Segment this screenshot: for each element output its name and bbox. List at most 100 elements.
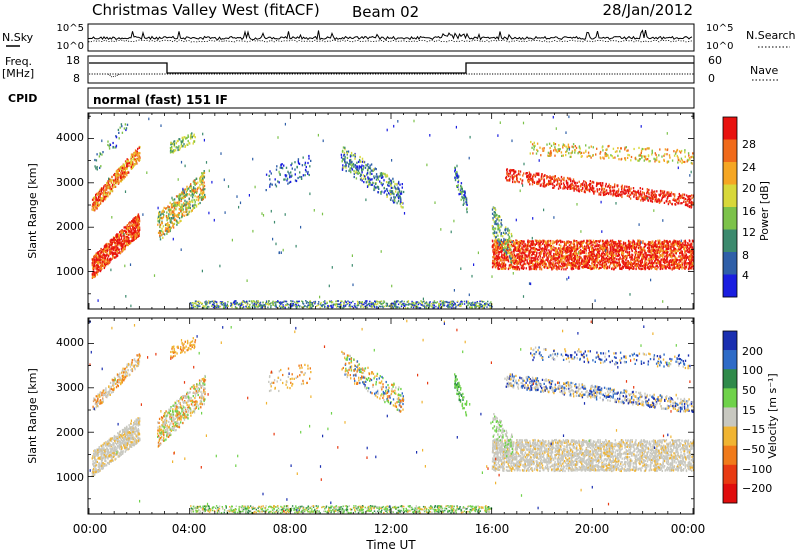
scatter-cell bbox=[689, 240, 691, 243]
scatter-cell bbox=[530, 267, 532, 270]
scatter-cell bbox=[456, 170, 458, 174]
scatter-cell bbox=[351, 160, 353, 163]
scatter-cell bbox=[517, 260, 520, 263]
scatter-cell bbox=[638, 245, 640, 248]
scatter-cell bbox=[466, 211, 468, 214]
scatter-cell bbox=[459, 190, 462, 193]
scatter-cell bbox=[111, 257, 113, 260]
scatter-cell bbox=[95, 193, 97, 196]
scatter-cell bbox=[557, 255, 560, 258]
scatter-cell bbox=[382, 175, 384, 178]
scatter-cell bbox=[646, 263, 648, 267]
scatter-cell bbox=[668, 247, 670, 251]
scatter-cell bbox=[369, 167, 372, 170]
scatter-cell bbox=[560, 262, 563, 265]
scatter-cell bbox=[112, 186, 114, 189]
scatter-cell bbox=[530, 250, 532, 253]
scatter-cell bbox=[123, 172, 125, 175]
scatter-cell bbox=[621, 267, 623, 270]
scatter-cell bbox=[394, 199, 396, 202]
scatter-cell bbox=[672, 241, 675, 244]
scatter-cell bbox=[626, 251, 629, 254]
scatter-cell bbox=[643, 245, 646, 249]
scatter-cell bbox=[585, 255, 587, 258]
scatter-cell bbox=[166, 227, 168, 230]
scatter-cell bbox=[377, 191, 379, 194]
scatter-cell bbox=[158, 213, 160, 216]
scatter-cell bbox=[587, 245, 590, 248]
scatter-cell bbox=[181, 196, 183, 199]
scatter-cell bbox=[373, 175, 375, 178]
scatter-cell bbox=[498, 262, 500, 265]
scatter-cell bbox=[684, 242, 686, 245]
scatter-cell bbox=[614, 248, 617, 251]
scatter-cell bbox=[574, 249, 576, 252]
scatter-cell bbox=[641, 267, 643, 270]
scatter-cell bbox=[666, 239, 668, 243]
scatter-cell bbox=[163, 206, 165, 209]
scatter-cell bbox=[555, 248, 557, 251]
scatter-cell bbox=[570, 241, 572, 244]
scatter-cell bbox=[171, 206, 173, 209]
scatter-cell bbox=[177, 215, 179, 218]
scatter-cell bbox=[201, 172, 203, 175]
scatter-cell bbox=[597, 261, 599, 264]
scatter-cell bbox=[196, 195, 198, 199]
scatter-cell bbox=[288, 172, 290, 175]
scatter-cell bbox=[185, 203, 188, 206]
scatter-cell bbox=[580, 256, 582, 259]
scatter-cell bbox=[345, 164, 347, 167]
scatter-cell bbox=[389, 179, 391, 182]
scatter-cell bbox=[365, 163, 367, 167]
scatter-cell bbox=[691, 246, 693, 249]
scatter-cell bbox=[173, 140, 175, 143]
scatter-cell bbox=[576, 256, 578, 259]
scatter-cell bbox=[305, 165, 307, 169]
scatter-cell bbox=[94, 196, 96, 199]
scatter-cell bbox=[537, 258, 539, 261]
scatter-cell bbox=[308, 173, 310, 177]
scatter-cell bbox=[619, 248, 621, 251]
scatter-cell bbox=[110, 248, 112, 251]
scatter-cell bbox=[580, 251, 582, 254]
scatter-cell bbox=[340, 156, 343, 159]
scatter-cell bbox=[527, 248, 529, 251]
scatter-cell bbox=[167, 208, 170, 211]
scatter-cell bbox=[130, 156, 132, 159]
scatter-cell bbox=[278, 181, 280, 184]
scatter-cell bbox=[459, 189, 462, 192]
scatter-cell bbox=[605, 252, 608, 255]
scatter-cell bbox=[629, 244, 631, 247]
scatter-cell bbox=[670, 243, 672, 246]
scatter-cell bbox=[195, 198, 197, 201]
scatter-cell bbox=[666, 247, 669, 250]
scatter-cell bbox=[188, 187, 190, 190]
scatter-cell bbox=[625, 254, 627, 258]
scatter-cell bbox=[572, 253, 575, 256]
scatter-cell bbox=[368, 180, 370, 184]
scatter-cell bbox=[355, 170, 357, 173]
scatter-cell bbox=[581, 244, 583, 247]
scatter-cell bbox=[125, 165, 128, 168]
scatter-cell bbox=[544, 265, 546, 268]
scatter-cell bbox=[636, 259, 638, 262]
scatter-cell bbox=[124, 246, 126, 249]
scatter-cell bbox=[102, 250, 104, 253]
scatter-cell bbox=[122, 246, 124, 249]
scatter-cell bbox=[546, 249, 548, 252]
scatter-cell bbox=[601, 252, 603, 255]
scatter-cell bbox=[608, 266, 611, 269]
scatter-cell bbox=[465, 202, 468, 205]
scatter-cell bbox=[581, 260, 583, 263]
scatter-cell bbox=[183, 204, 185, 208]
scatter-cell bbox=[167, 217, 169, 220]
scatter-cell bbox=[111, 251, 113, 254]
scatter-cell bbox=[599, 263, 601, 266]
scatter-cell bbox=[107, 255, 110, 258]
scatter-cell bbox=[553, 254, 556, 257]
scatter-cell bbox=[159, 218, 161, 222]
scatter-cell bbox=[136, 151, 138, 154]
scatter-cell bbox=[688, 256, 691, 260]
scatter-cell bbox=[370, 183, 372, 186]
scatter-cell bbox=[169, 219, 171, 222]
